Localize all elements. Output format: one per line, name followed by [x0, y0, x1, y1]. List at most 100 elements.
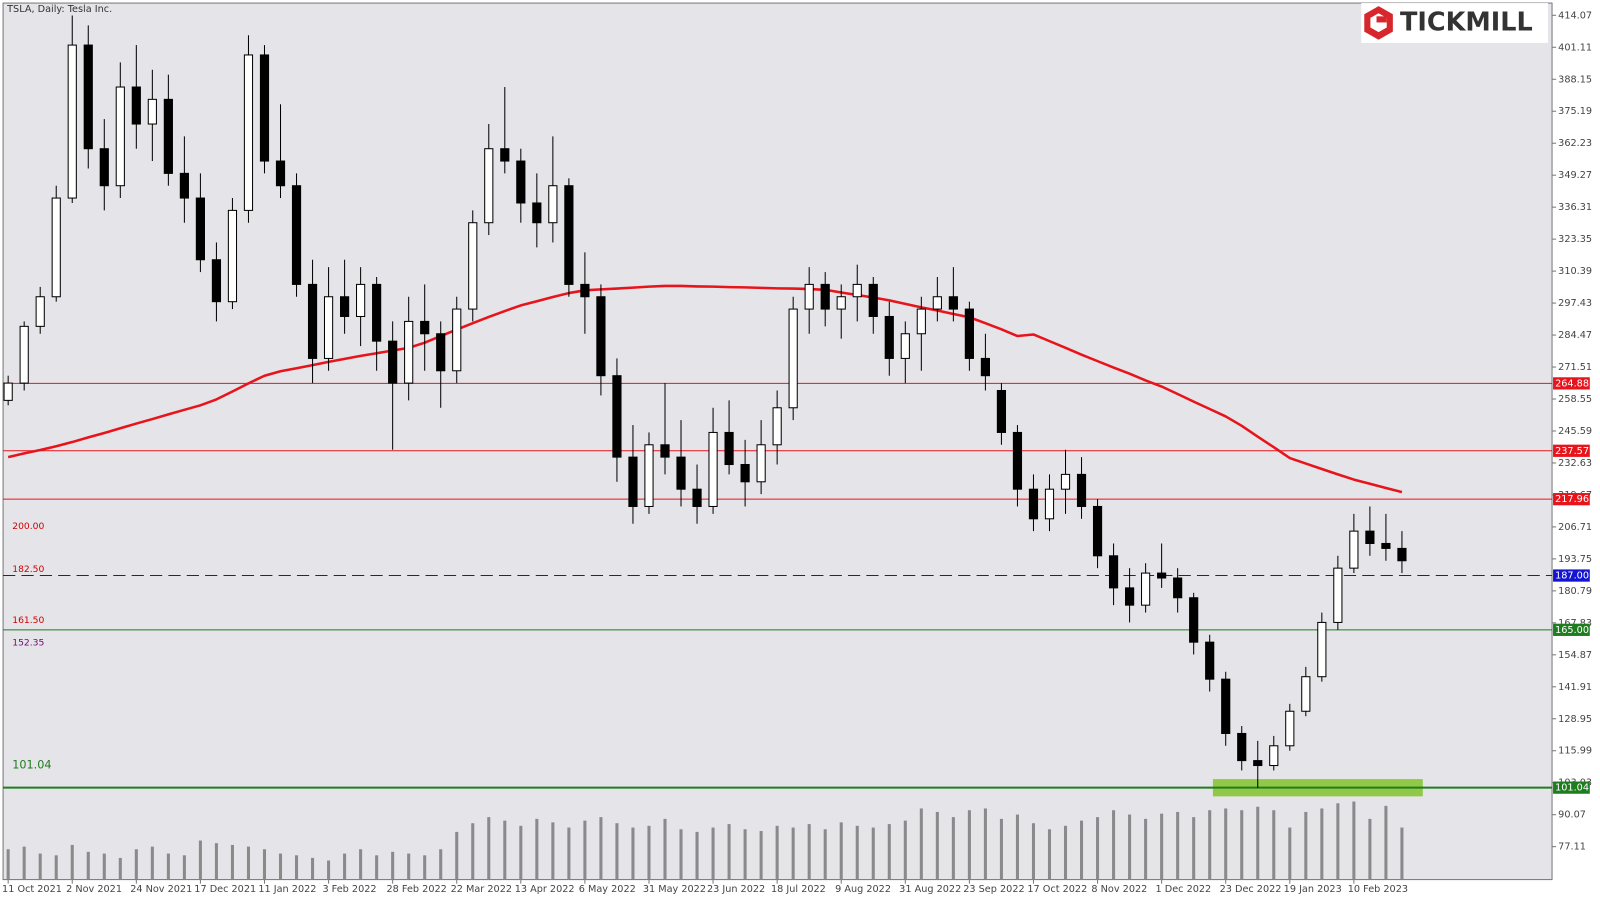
- candle-body: [1189, 597, 1199, 643]
- volume-bar: [38, 853, 42, 880]
- candle-body: [1317, 621, 1327, 678]
- x-tick-label: 11 Oct 2021: [2, 884, 62, 895]
- volume-bar: [647, 825, 651, 880]
- volume-bar: [1336, 803, 1340, 880]
- volume-bar: [70, 844, 74, 880]
- volume-bar: [182, 855, 186, 880]
- y-tick-label: 141.91: [1558, 682, 1592, 693]
- candle-body: [980, 357, 991, 377]
- volume-bar: [1384, 805, 1388, 880]
- volume-bar: [679, 829, 683, 880]
- volume-bar: [487, 817, 491, 880]
- volume-bar: [375, 855, 379, 880]
- y-tick-label: 167.83: [1558, 618, 1592, 629]
- candle-body: [1285, 710, 1295, 747]
- volume-bar: [1368, 818, 1372, 880]
- y-tick-label: 90.07: [1558, 810, 1586, 821]
- y-tick-label: 310.39: [1558, 266, 1592, 277]
- candle-body: [1044, 488, 1055, 520]
- volume-bar: [1176, 811, 1180, 880]
- volume-bar: [1320, 808, 1324, 880]
- volume-bar: [503, 820, 507, 880]
- level-label-box: [1553, 493, 1590, 506]
- volume-bar: [423, 855, 427, 880]
- candle-body: [724, 431, 734, 466]
- candle-body: [1269, 745, 1279, 767]
- candle-body: [1141, 572, 1151, 606]
- volume-bar: [1160, 813, 1164, 880]
- volume-bar: [1063, 825, 1068, 880]
- y-tick-label: 401.11: [1558, 42, 1592, 53]
- volume-bar: [86, 851, 90, 880]
- candle-body: [1125, 587, 1135, 606]
- y-tick-label: 375.19: [1558, 106, 1592, 117]
- y-tick-label: 388.15: [1558, 74, 1592, 85]
- x-tick-label: 23 Sep 2022: [963, 884, 1024, 895]
- candle-body: [996, 389, 1007, 433]
- volume-bar: [1112, 810, 1116, 880]
- moving-average: [7, 284, 1403, 494]
- candle-body: [868, 283, 878, 317]
- y-tick-label: 77.11: [1558, 842, 1586, 853]
- candle-body: [340, 296, 350, 317]
- volume-bar: [359, 849, 363, 880]
- y-tick-label: 180.79: [1558, 586, 1592, 597]
- candle-body: [708, 431, 718, 507]
- annotation: 101.04: [12, 758, 51, 771]
- volume-bar: [727, 824, 731, 880]
- volume-bar: [999, 818, 1003, 880]
- volume-bar: [439, 849, 443, 880]
- candle-body: [147, 98, 157, 125]
- volume-bar: [887, 824, 891, 880]
- candle-body: [660, 444, 670, 458]
- volume-bar: [1400, 827, 1404, 880]
- candle-body: [516, 160, 526, 204]
- volume-bar: [743, 829, 747, 880]
- candle-body: [1157, 572, 1167, 579]
- volume-bar: [118, 857, 122, 880]
- x-tick-label: 11 Jan 2022: [258, 884, 316, 895]
- candle-body: [1221, 678, 1231, 734]
- volume-bar: [1288, 827, 1292, 880]
- x-tick-label: 19 Jan 2023: [1284, 884, 1342, 895]
- level-label-box: [1553, 623, 1590, 636]
- level-label-box: [1553, 377, 1590, 390]
- volume-bar: [599, 817, 603, 880]
- candle-body: [436, 333, 446, 372]
- level-label: 237.57: [1555, 446, 1589, 457]
- volume-bar: [519, 825, 523, 880]
- candle-body: [35, 296, 45, 327]
- x-tick-label: 3 Feb 2022: [322, 884, 376, 895]
- candle-body: [548, 185, 558, 224]
- candle-body: [468, 222, 478, 310]
- candle-body: [900, 333, 910, 359]
- x-tick-label: 24 Nov 2021: [130, 884, 192, 895]
- candle-body: [772, 407, 782, 446]
- candle-body: [356, 283, 366, 317]
- volume-bar: [839, 822, 843, 880]
- candle-body: [1253, 760, 1263, 767]
- y-tick-label: 232.63: [1558, 458, 1592, 469]
- volume-bar: [214, 843, 218, 880]
- candle-body: [804, 283, 814, 310]
- candle-body: [564, 185, 574, 285]
- x-tick-label: 13 Apr 2022: [515, 884, 575, 895]
- candle-body: [692, 488, 702, 507]
- candle-body: [964, 308, 974, 359]
- volume-bar: [1144, 818, 1148, 880]
- x-tick-label: 9 Aug 2022: [835, 884, 891, 895]
- candle-body: [372, 283, 382, 342]
- volume-bar: [102, 853, 106, 880]
- level-label-box: [1553, 781, 1590, 794]
- candle-body: [51, 197, 61, 298]
- candle-body: [404, 320, 414, 384]
- volume-bar: [567, 827, 571, 880]
- candle-body: [243, 54, 254, 211]
- annotation: 182.50: [12, 564, 44, 575]
- volume-bar: [791, 827, 795, 880]
- volume-bar: [407, 853, 411, 880]
- level-label-box: [1553, 569, 1590, 582]
- volume-bar: [1208, 810, 1212, 880]
- x-tick-label: 31 May 2022: [643, 884, 706, 895]
- candle-body: [195, 197, 205, 261]
